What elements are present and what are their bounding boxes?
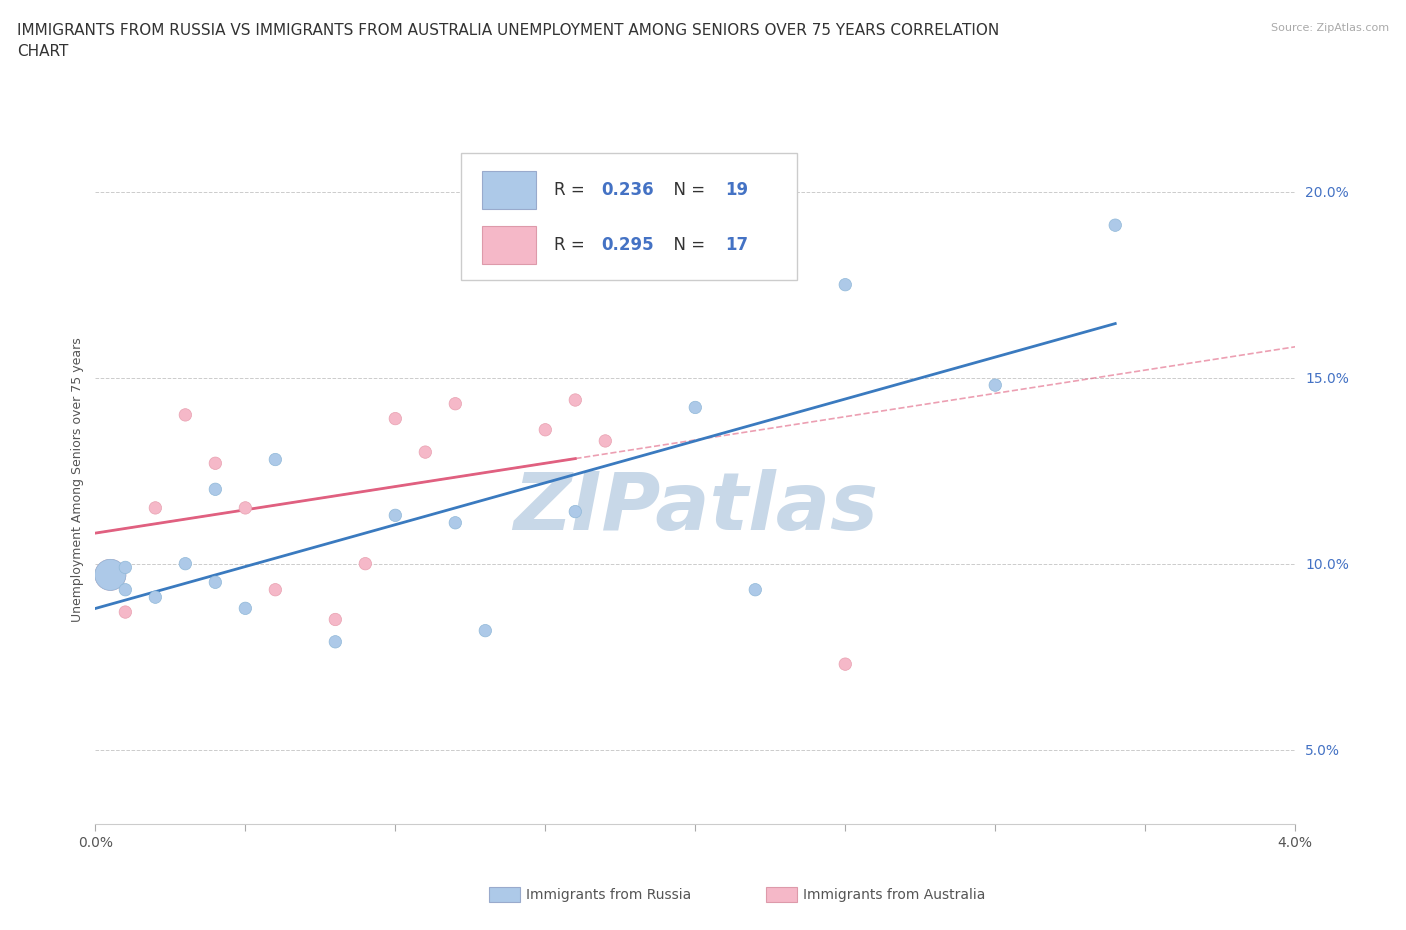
Point [444, 515, 467, 530]
Point [204, 482, 226, 497]
FancyBboxPatch shape [482, 170, 536, 208]
Text: Immigrants from Australia: Immigrants from Australia [803, 887, 986, 902]
Point [233, 601, 256, 616]
Point [685, 400, 707, 415]
Point [98, 567, 121, 582]
FancyBboxPatch shape [461, 153, 797, 281]
Point [564, 392, 586, 407]
Point [98, 567, 121, 582]
Point [984, 378, 1007, 392]
Text: Immigrants from Russia: Immigrants from Russia [526, 887, 692, 902]
Point [114, 560, 136, 575]
Point [114, 582, 136, 597]
Point [744, 582, 766, 597]
Text: R =: R = [554, 180, 589, 199]
Point [264, 582, 287, 597]
Point [474, 623, 496, 638]
Point [204, 456, 226, 471]
Point [714, 221, 737, 236]
Text: Source: ZipAtlas.com: Source: ZipAtlas.com [1271, 23, 1389, 33]
Point [354, 556, 377, 571]
Point [143, 500, 166, 515]
Text: 0.236: 0.236 [602, 180, 654, 199]
Point [323, 634, 346, 649]
Text: R =: R = [554, 235, 589, 254]
Point [384, 411, 406, 426]
Text: 0.295: 0.295 [602, 235, 654, 254]
Point [233, 500, 256, 515]
Point [444, 396, 467, 411]
Point [1104, 218, 1126, 232]
Text: N =: N = [662, 180, 710, 199]
Point [534, 422, 557, 437]
Point [323, 612, 346, 627]
Point [595, 433, 617, 448]
Point [834, 657, 856, 671]
Text: 19: 19 [725, 180, 748, 199]
Text: ZIPatlas: ZIPatlas [513, 469, 877, 547]
Y-axis label: Unemployment Among Seniors over 75 years: Unemployment Among Seniors over 75 years [72, 338, 84, 622]
Text: 17: 17 [725, 235, 748, 254]
Point [174, 556, 197, 571]
Point [114, 604, 136, 619]
Point [384, 508, 406, 523]
Point [143, 590, 166, 604]
FancyBboxPatch shape [482, 226, 536, 263]
Text: N =: N = [662, 235, 710, 254]
Point [415, 445, 437, 459]
Point [834, 277, 856, 292]
Point [174, 407, 197, 422]
Point [264, 452, 287, 467]
Point [564, 504, 586, 519]
Point [204, 575, 226, 590]
Text: IMMIGRANTS FROM RUSSIA VS IMMIGRANTS FROM AUSTRALIA UNEMPLOYMENT AMONG SENIORS O: IMMIGRANTS FROM RUSSIA VS IMMIGRANTS FRO… [17, 23, 1000, 60]
